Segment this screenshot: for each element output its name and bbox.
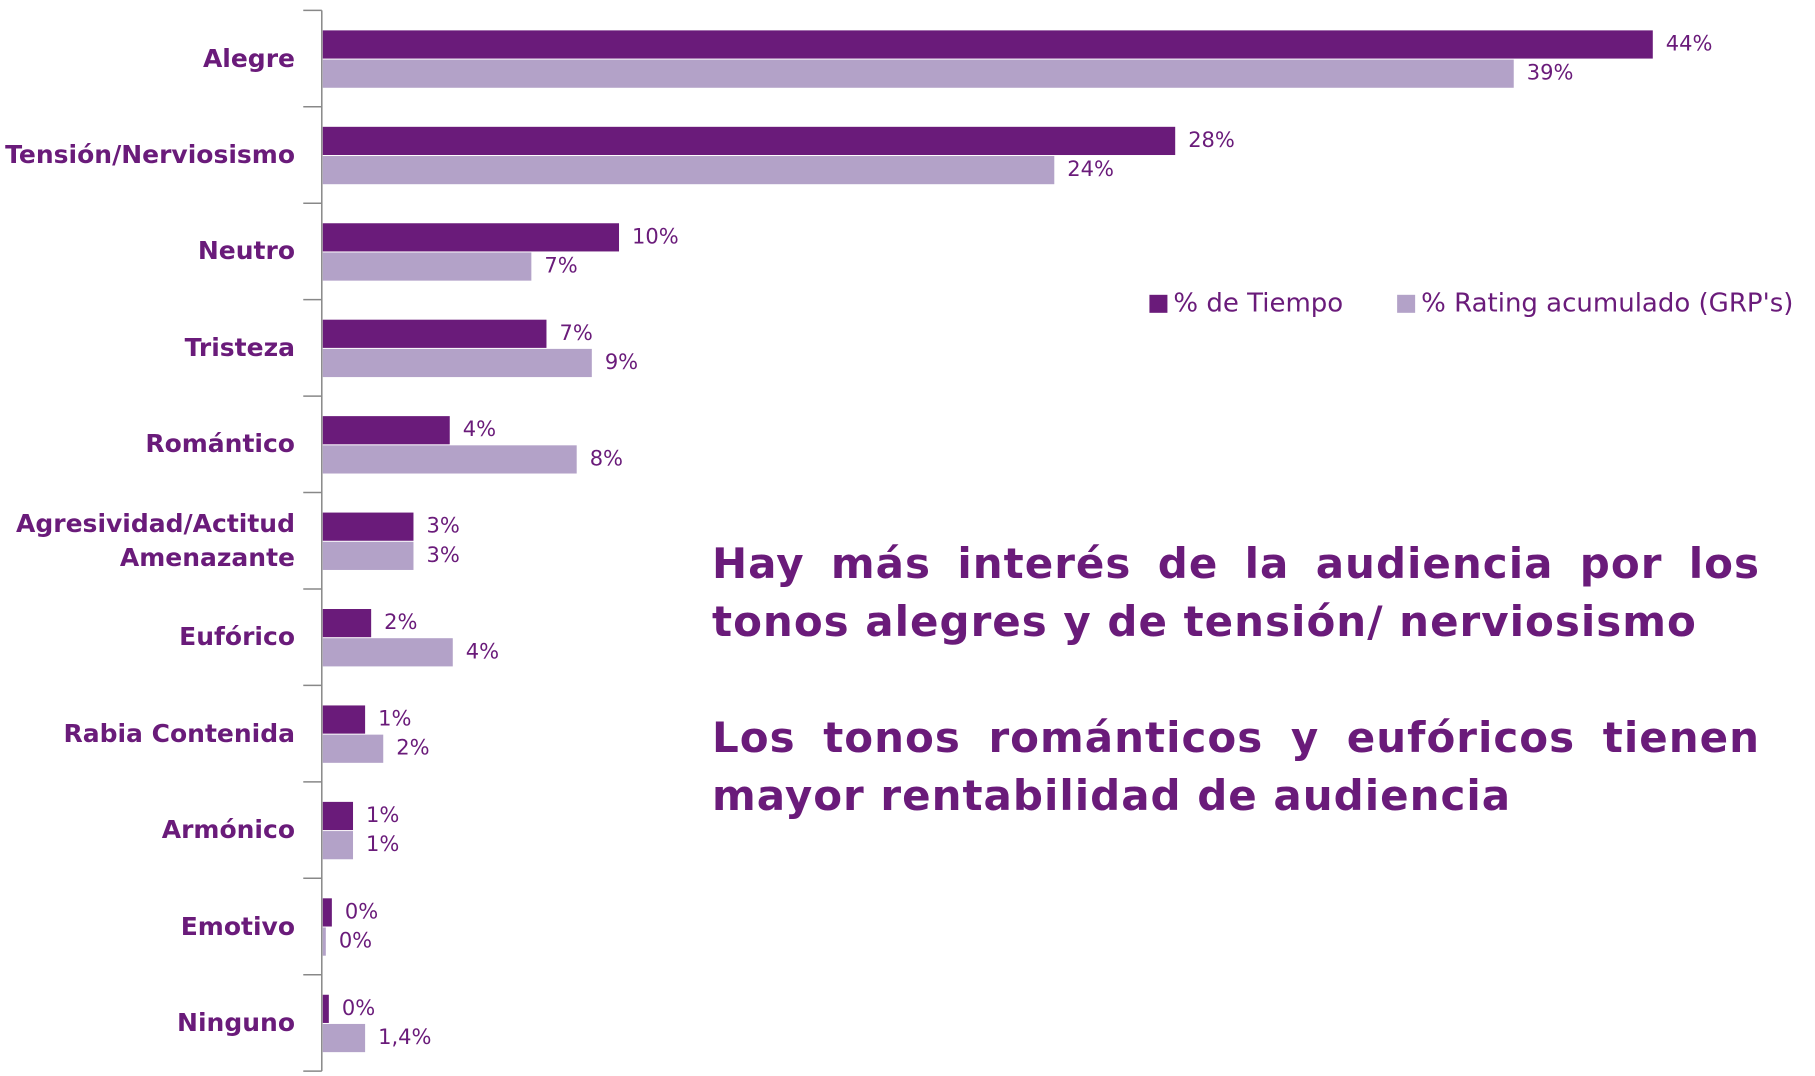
category-label: Romántico [145,429,295,459]
bar [322,831,354,860]
category-label: Tristeza [184,332,295,362]
bar [322,609,372,638]
bar [322,898,332,927]
value-label: 2% [384,610,417,634]
bar [322,59,1514,88]
legend-label: % Rating acumulado (GRP's) [1421,288,1793,318]
bar [322,445,577,474]
category-label: Rabia Contenida [63,718,295,748]
value-label: 1% [378,707,411,731]
bar [322,927,326,956]
value-label: 24% [1067,157,1114,181]
bar [322,705,366,734]
bar [322,416,450,445]
annotation: Hay más interés de la audiencia por los … [712,539,1760,646]
bar [322,156,1055,185]
bar [322,994,329,1023]
value-label: 8% [590,446,623,470]
legend-label: % de Tiempo [1173,288,1343,318]
category-label: Emotivo [180,911,295,941]
value-label: 0% [342,996,375,1020]
value-label: 0% [345,899,378,923]
bar [322,512,414,541]
bar [322,348,592,378]
category-label: Neutro [197,236,295,266]
legend-swatch [1149,294,1168,313]
value-label: 3% [426,543,459,567]
bar [322,734,384,763]
annotations: Hay más interés de la audiencia por los … [712,535,1760,883]
category-label: Ninguno [177,1007,295,1037]
value-label: 1% [366,803,399,827]
value-label: 9% [605,350,638,374]
category-label: Eufórico [179,622,295,652]
category-label: Alegre [202,43,295,73]
value-label: 4% [463,417,496,441]
value-label: 39% [1527,61,1574,85]
value-label: 1% [366,832,399,856]
category-label: Agresividad/Actitud Amenazante [16,508,295,572]
bar [322,126,1176,156]
value-label: 28% [1188,128,1235,152]
bar [322,801,354,831]
value-label: 0% [339,929,372,953]
legend-swatch [1397,294,1416,313]
value-label: 4% [466,639,499,663]
category-label: Armónico [161,815,295,845]
value-label: 44% [1666,31,1713,55]
bar [322,638,453,667]
category-label: Tensión/Nerviosismo [5,140,295,169]
bar [322,541,414,570]
annotation: Los tonos románticos y eufóricos tienen … [712,713,1760,820]
value-label: 3% [426,514,459,538]
bar [322,319,547,348]
value-label: 2% [396,736,429,760]
value-label: 1,4% [378,1025,431,1049]
bar [322,252,532,281]
value-label: 10% [632,224,679,248]
bar [322,223,620,252]
bar [322,1023,366,1053]
value-label: 7% [544,254,577,278]
bar [322,30,1653,59]
value-label: 7% [559,321,592,345]
